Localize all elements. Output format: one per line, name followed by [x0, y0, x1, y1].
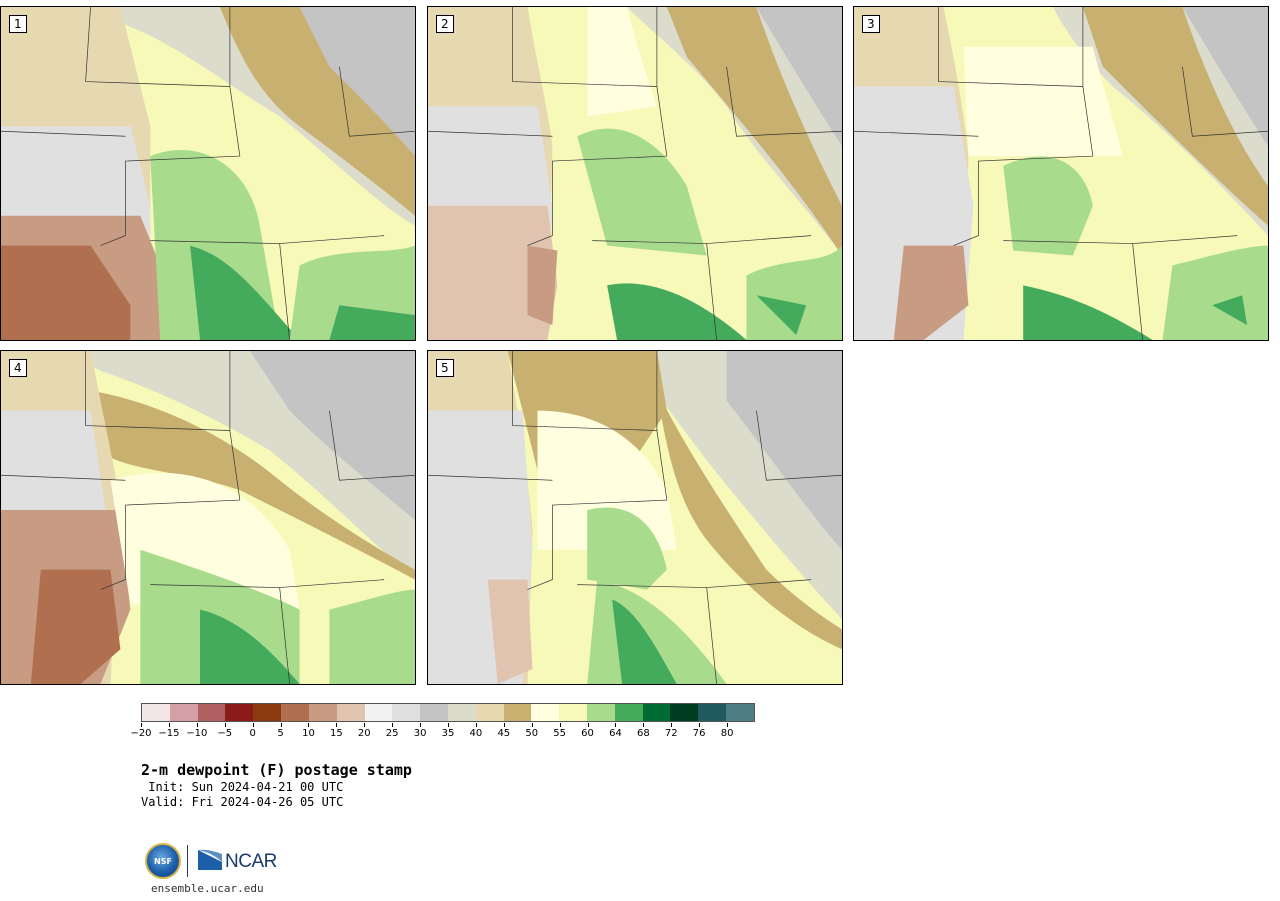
- dewpoint-colorbar: [141, 703, 755, 722]
- valid-time: Valid: Fri 2024-04-26 05 UTC: [141, 795, 344, 809]
- colorbar-tick-label: 0: [249, 728, 256, 739]
- colorbar-swatch: [698, 704, 727, 721]
- nsf-logo: NSF: [145, 843, 181, 879]
- dewpoint-map-5: [428, 351, 842, 684]
- colorbar-tick: [364, 723, 366, 727]
- colorbar-swatch: [670, 704, 699, 721]
- colorbar-swatch: [281, 704, 309, 721]
- dewpoint-map-2: [428, 7, 842, 340]
- colorbar-tick: [671, 723, 673, 727]
- map-panel-2: 2: [427, 6, 843, 341]
- colorbar-tick: [587, 723, 589, 727]
- colorbar-tick: [643, 723, 645, 727]
- panel-number: 3: [862, 15, 880, 33]
- colorbar-tick: [392, 723, 394, 727]
- map-panel-3: 3: [853, 6, 1269, 341]
- colorbar-tick-label: 72: [664, 728, 678, 739]
- colorbar-tick: [196, 723, 198, 727]
- colorbar-tick: [420, 723, 422, 727]
- colorbar-swatch: [336, 704, 365, 721]
- colorbar-tick: [531, 723, 533, 727]
- colorbar-swatch: [475, 704, 504, 721]
- colorbar-tick-label: 50: [525, 728, 539, 739]
- dewpoint-map-1: [1, 7, 415, 340]
- colorbar-tick-label: 55: [553, 728, 566, 739]
- site-url: ensemble.ucar.edu: [151, 882, 264, 895]
- colorbar-tick: [168, 723, 170, 727]
- colorbar-tick: [448, 723, 449, 727]
- colorbar-swatch: [392, 704, 421, 721]
- colorbar-tick: [224, 723, 226, 727]
- panel-number: 5: [436, 359, 454, 377]
- colorbar-swatch: [253, 704, 282, 721]
- colorbar-tick-label: 5: [277, 728, 284, 739]
- colorbar-tick: [280, 723, 282, 727]
- colorbar-swatch: [447, 704, 476, 721]
- colorbar-tick: [252, 723, 254, 727]
- dewpoint-map-3: [854, 7, 1268, 340]
- map-panel-5: 5: [427, 350, 843, 685]
- colorbar-tick-label: 64: [609, 728, 622, 739]
- colorbar-tick-label: 10: [302, 728, 315, 739]
- colorbar-tick-label: −20: [130, 728, 152, 739]
- colorbar-swatch: [587, 704, 615, 721]
- colorbar-tick-label: 45: [497, 728, 511, 739]
- ncar-logo-text: NCAR: [225, 851, 277, 872]
- colorbar-tick: [699, 723, 701, 727]
- colorbar-tick-label: 35: [441, 728, 455, 739]
- colorbar-tick-label: 40: [469, 728, 483, 739]
- colorbar-swatch: [420, 704, 448, 721]
- map-panel-4: 4: [0, 350, 416, 685]
- colorbar-tick: [308, 723, 310, 727]
- colorbar-swatch: [225, 704, 254, 721]
- init-time: Init: Sun 2024-04-21 00 UTC: [141, 780, 344, 794]
- colorbar-tick: [336, 723, 338, 727]
- colorbar-tick-label: −5: [217, 728, 233, 739]
- dewpoint-map-4: [1, 351, 415, 684]
- colorbar-tick-label: 15: [329, 728, 343, 739]
- ncar-logo-mark: [198, 849, 222, 870]
- colorbar-tick-label: 30: [413, 728, 427, 739]
- colorbar-tick-labels: −20 −15 −10 −5 0 5 10 15 20 25 30 35 40 45 50 55 60 64 68 7…: [130, 723, 755, 743]
- colorbar-swatch: [726, 704, 754, 721]
- logo-divider: [187, 845, 188, 877]
- colorbar-tick-label: 80: [720, 728, 734, 739]
- panel-number: 4: [9, 359, 27, 377]
- panel-number: 1: [9, 15, 27, 33]
- colorbar-tick-label: 68: [636, 728, 650, 739]
- panel-number: 2: [436, 15, 454, 33]
- colorbar-swatch: [169, 704, 198, 721]
- chart-title: 2-m dewpoint (F) postage stamp: [141, 761, 412, 779]
- colorbar-tick-label: 76: [692, 728, 706, 739]
- nsf-logo-text: NSF: [154, 856, 172, 866]
- colorbar-swatch: [142, 704, 170, 721]
- colorbar-swatch: [642, 704, 671, 721]
- colorbar-swatch: [308, 704, 337, 721]
- colorbar-tick: [727, 723, 729, 727]
- colorbar-swatch: [364, 704, 393, 721]
- colorbar-tick: [615, 723, 617, 727]
- map-panel-1: 1: [0, 6, 416, 341]
- colorbar-swatch: [531, 704, 560, 721]
- colorbar-tick-label: 60: [581, 728, 594, 739]
- colorbar-swatch: [197, 704, 226, 721]
- colorbar-tick-label: 25: [385, 728, 399, 739]
- colorbar-tick-label: −15: [158, 728, 180, 739]
- colorbar-swatch: [559, 704, 587, 721]
- colorbar-tick-label: 20: [357, 728, 371, 739]
- colorbar-tick-label: −10: [186, 728, 208, 739]
- colorbar-swatch: [614, 704, 643, 721]
- colorbar-tick: [475, 723, 477, 727]
- colorbar-tick: [559, 723, 561, 727]
- colorbar-tick: [141, 723, 142, 727]
- colorbar-swatch: [503, 704, 532, 721]
- colorbar-tick: [503, 723, 505, 727]
